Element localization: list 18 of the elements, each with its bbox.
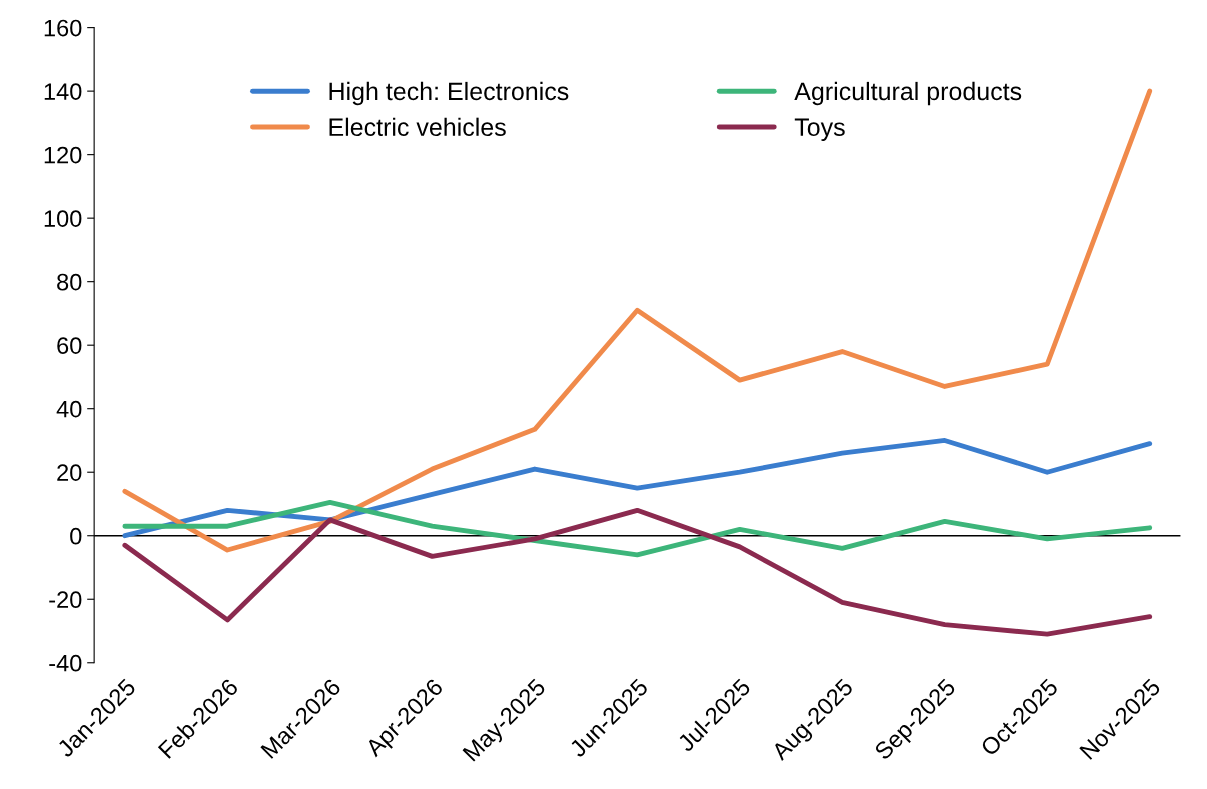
y-tick-label: 160 [44, 19, 82, 37]
y-tick-label: 80 [57, 273, 82, 291]
line-series [122, 499, 1153, 558]
y-tick-label: -20 [49, 591, 82, 609]
y-tick-label: 20 [57, 464, 82, 481]
legend-label: Toys [794, 118, 845, 141]
legend-label: High tech: Electronics [329, 81, 569, 106]
legend-label: Electric vehicles [329, 117, 506, 137]
line-series [122, 507, 1153, 637]
line-series [122, 438, 1153, 539]
y-tick-label: 40 [56, 400, 82, 418]
y-tick-label: 140 [44, 83, 82, 100]
y-tick-label: 0 [70, 527, 82, 545]
y-tick-label: 60 [57, 337, 82, 354]
legend-label: Agricultural products [794, 81, 1022, 106]
y-tick-label: -40 [49, 654, 82, 672]
y-tick-label: 100 [44, 210, 82, 227]
y-tick-label: 120 [44, 146, 82, 164]
